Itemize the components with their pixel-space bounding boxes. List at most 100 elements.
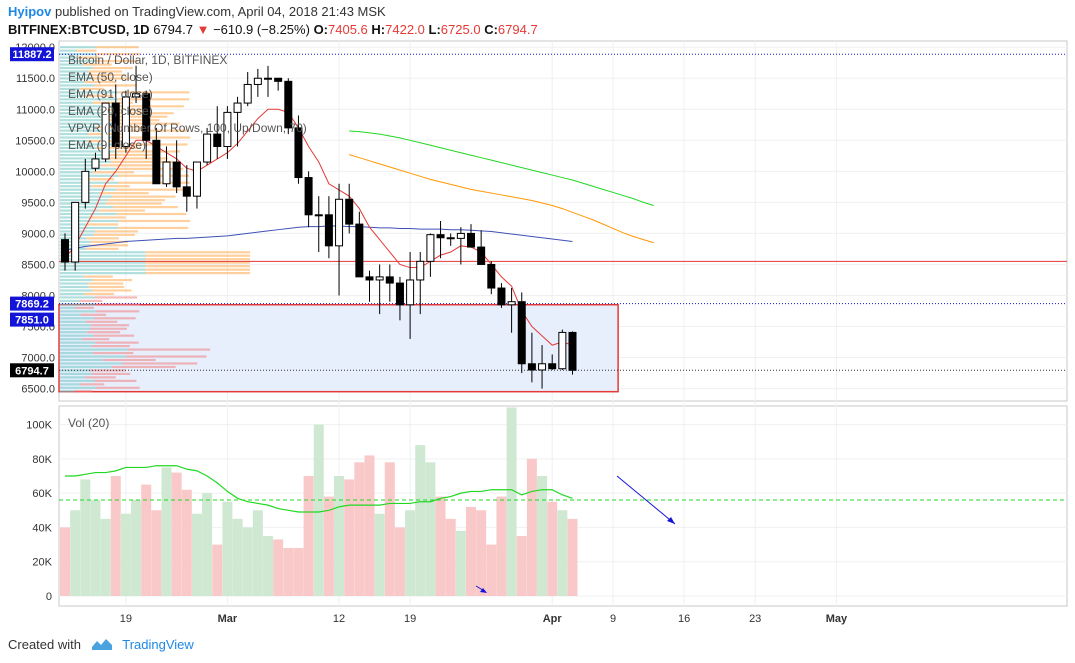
price-tag-box (10, 312, 54, 327)
volume-tick-label: 20K (32, 557, 52, 569)
time-tick-label: 19 (120, 613, 132, 625)
candle-body (121, 96, 130, 148)
vpvr-up-bar (60, 132, 89, 136)
vpvr-down-bar (79, 87, 104, 90)
change-arrow-icon: ▼ (196, 22, 210, 37)
price-change: −610.9 (−8.25%) (213, 22, 310, 37)
vpvr-down-bar (90, 240, 128, 243)
tradingview-logo-icon[interactable] (91, 637, 113, 654)
vpvr-down-bar (99, 192, 149, 195)
legend-ema91[interactable]: EMA (91, close) (68, 87, 153, 101)
vpvr-down-bar (145, 261, 250, 264)
vpvr-down-bar (84, 178, 115, 181)
volume-bar (486, 544, 497, 596)
footer: Created with TradingView (8, 637, 194, 654)
price-tag-label: 11887.2 (12, 49, 51, 61)
tradingview-link[interactable]: TradingView (122, 637, 194, 652)
downtrend-arrow-line (616, 475, 676, 525)
time-tick-label: Mar (218, 613, 238, 625)
vpvr-down-bar (116, 188, 185, 191)
vpvr-down-bar (90, 244, 129, 247)
volume-bar (354, 462, 365, 596)
volume-bar (80, 479, 91, 596)
volume-axis[interactable]: 0 20K 40K 60K 80K 100K (26, 420, 52, 603)
vpvr-down-bar (127, 348, 210, 351)
vpvr-up-bar (60, 303, 96, 306)
vpvr-up-bar (60, 334, 94, 337)
high-value: 7422.0 (385, 22, 425, 37)
vpvr-up-bar (60, 372, 92, 376)
legend-ema50[interactable]: EMA (50, close) (68, 70, 153, 84)
vpvr-up-bar (60, 136, 119, 139)
candle-body (101, 102, 110, 160)
vpvr-up-bar (60, 143, 118, 146)
vpvr-down-bar (85, 320, 118, 323)
close-value: 6794.7 (497, 22, 538, 37)
volume-bar (110, 476, 121, 596)
vpvr-down-bar (77, 56, 100, 59)
candle-body (517, 301, 526, 365)
legend-ema20[interactable]: EMA (20, close) (68, 104, 153, 118)
volume-bar (445, 518, 456, 596)
author-link[interactable]: Hyipov (8, 4, 52, 19)
vpvr-up-bar (60, 261, 146, 264)
legend-ema9[interactable]: EMA (9, close) (68, 138, 146, 152)
candle-body (172, 161, 181, 188)
volume-bar (120, 513, 131, 596)
candle-body (558, 331, 567, 370)
volume-bars (60, 407, 578, 596)
volume-bar (374, 513, 385, 596)
vpvr-down-bar (95, 303, 140, 306)
legend: Bitcoin / Dollar, 1D, BITFINEX EMA (50, … (68, 53, 307, 430)
volume-bar (171, 472, 182, 596)
vpvr-down-bar (89, 73, 126, 77)
vpvr-up-bar (60, 292, 85, 296)
volume-bar (293, 548, 304, 596)
support-zone-box (58, 303, 619, 393)
vpvr-down-bar (103, 358, 156, 362)
volume-bar (242, 527, 253, 596)
vpvr-down-bar (104, 153, 159, 157)
price-axis[interactable]: 6500.07000.07500.08000.08500.09000.09500… (15, 42, 55, 395)
vpvr-down-bar (85, 376, 116, 379)
vpvr-up-bar (60, 379, 95, 382)
candle-body (132, 93, 141, 98)
volume-bar (161, 467, 172, 596)
vpvr-down-bar (108, 157, 169, 160)
volume-bar (323, 496, 334, 596)
volume-bar (516, 536, 527, 596)
vpvr-up-bar (60, 153, 105, 157)
candle-body (91, 158, 100, 169)
low-label: L: (428, 22, 441, 37)
price-tick-label: 8500.0 (21, 259, 55, 271)
candle-body (538, 363, 547, 371)
volume-bar (567, 518, 578, 596)
publish-info: Hyipov published on TradingView.com, Apr… (8, 4, 386, 20)
candle-body (436, 234, 445, 239)
vpvr-up-bar (60, 313, 81, 316)
candle-body (223, 111, 232, 148)
vpvr-up-bar (60, 226, 118, 230)
legend-vpvr[interactable]: VPVR (Number Of Rows, 100, Up/Down, 70) (68, 121, 307, 135)
vpvr-up-bar (60, 139, 88, 143)
downtrend-arrow-head (667, 517, 675, 524)
legend-vol[interactable]: Vol (20) (68, 416, 109, 430)
vpvr-up-bar (60, 80, 85, 84)
vpvr-down-bar (93, 351, 134, 355)
low-value: 6725.0 (440, 22, 481, 37)
vpvr-up-bar (60, 178, 85, 181)
vpvr-down-bar (107, 199, 166, 202)
candle-body (345, 198, 354, 225)
close-label: C: (484, 22, 498, 37)
vpvr-up-bar (60, 94, 84, 97)
price-tag-box (10, 47, 54, 62)
vpvr-up-bar (60, 91, 119, 94)
vpvr-up-bar (60, 185, 92, 188)
vpvr-up-bar (60, 282, 89, 285)
vpvr-up-bar (60, 122, 114, 125)
vpvr-up-bar (60, 310, 96, 313)
candle-body (203, 133, 212, 163)
time-axis[interactable]: 19 Mar 12 19 Apr 9 16 23 May (120, 613, 848, 625)
symbol-label: BITFINEX:BTCUSD, 1D (8, 22, 150, 37)
